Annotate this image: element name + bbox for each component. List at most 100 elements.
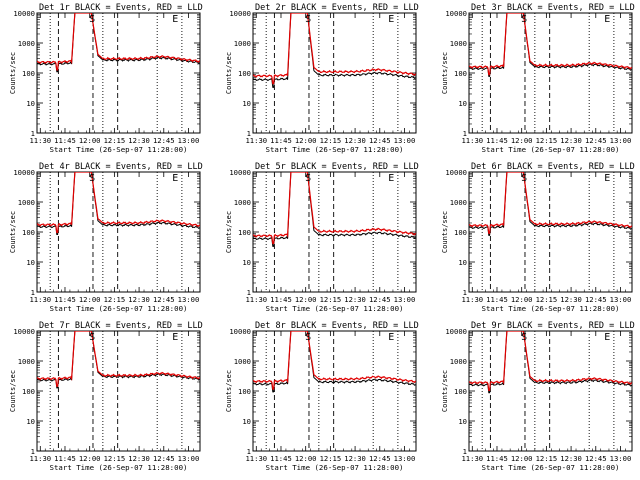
ytick-label: 10000 <box>13 168 35 177</box>
xtick-label: 13:00 <box>610 454 632 463</box>
ytick-label: 1 <box>247 447 251 456</box>
y-axis-label: Counts/sec <box>9 370 17 412</box>
series-line-events <box>469 13 632 77</box>
end-marker-e: E <box>604 14 610 25</box>
xtick-label: 12:15 <box>536 136 558 145</box>
ytick-label: 1 <box>463 288 467 297</box>
panel-5: Det 5r BLACK = Events, RED = LLD 1 10 100 10… <box>225 162 419 313</box>
ytick-label: 1000 <box>18 198 35 207</box>
ytick-label: 1 <box>31 447 35 456</box>
xtick-label: 11:45 <box>54 295 76 304</box>
y-axis-label: Counts/sec <box>225 52 233 94</box>
y-axis-label: Counts/sec <box>441 370 449 412</box>
series-line-events <box>37 172 200 235</box>
plot-frame <box>36 171 201 293</box>
series-group <box>469 331 632 394</box>
xtick-label: 11:45 <box>486 295 508 304</box>
series-group <box>253 172 416 247</box>
xtick-label: 12:30 <box>128 295 150 304</box>
xtick-label: 12:45 <box>369 454 391 463</box>
ytick-label: 100 <box>22 387 35 396</box>
plot-frame <box>468 171 633 293</box>
ytick-label: 100 <box>22 69 35 78</box>
series-line-lld <box>253 331 416 390</box>
series-group <box>37 13 200 73</box>
y-axis-label: Counts/sec <box>9 52 17 94</box>
start-marker-s: S <box>305 332 311 343</box>
ytick-label: 10 <box>26 258 35 267</box>
ytick-label: 100 <box>22 228 35 237</box>
start-marker-s: S <box>89 173 95 184</box>
panel-title: Det 2r BLACK = Events, RED = LLD <box>255 3 419 13</box>
panel-3: Det 3r BLACK = Events, RED = LLD 1 10 100 10… <box>441 3 635 154</box>
ytick-label: 10000 <box>229 327 251 336</box>
xtick-label: 12:15 <box>320 454 342 463</box>
xtick-label: 13:00 <box>394 454 416 463</box>
series-line-lld <box>37 331 200 387</box>
start-marker-s: S <box>521 332 527 343</box>
series-group <box>37 172 200 235</box>
ytick-label: 1 <box>463 129 467 138</box>
x-axis-label: Start Time (26-Sep-07 11:28:00) <box>266 463 404 472</box>
xtick-label: 12:00 <box>79 454 101 463</box>
ytick-label: 100 <box>454 69 467 78</box>
series-line-events <box>469 331 632 394</box>
ytick-label: 10 <box>26 99 35 108</box>
x-axis-label: Start Time (26-Sep-07 11:28:00) <box>482 145 620 154</box>
series-line-events <box>37 13 200 73</box>
xtick-label: 12:00 <box>79 136 101 145</box>
ytick-label: 10000 <box>229 168 251 177</box>
xtick-label: 11:30 <box>245 136 267 145</box>
panel-8: Det 8r BLACK = Events, RED = LLD 1 10 100 10… <box>225 321 419 472</box>
ytick-label: 10000 <box>445 168 467 177</box>
ytick-label: 10000 <box>445 327 467 336</box>
ytick-label: 1000 <box>234 357 251 366</box>
series-line-lld <box>253 172 416 245</box>
x-axis-label: Start Time (26-Sep-07 11:28:00) <box>266 304 404 313</box>
series-line-lld <box>469 331 632 391</box>
panel-6: Det 6r BLACK = Events, RED = LLD 1 10 100 10… <box>441 162 635 313</box>
ytick-label: 10 <box>458 99 467 108</box>
ytick-label: 100 <box>238 228 251 237</box>
xtick-label: 11:45 <box>270 454 292 463</box>
series-group <box>253 13 416 88</box>
series-line-events <box>469 172 632 236</box>
plot-frame <box>36 12 201 134</box>
series-line-lld <box>37 172 200 234</box>
y-axis-label: Counts/sec <box>441 211 449 253</box>
series-line-lld <box>469 172 632 234</box>
xtick-label: 12:30 <box>344 454 366 463</box>
xtick-label: 11:30 <box>461 295 483 304</box>
panel-title: Det 4r BLACK = Events, RED = LLD <box>39 162 203 172</box>
start-marker-s: S <box>89 332 95 343</box>
series-group <box>253 331 416 393</box>
start-marker-s: S <box>521 173 527 184</box>
xtick-label: 12:15 <box>104 136 126 145</box>
xtick-label: 12:45 <box>369 136 391 145</box>
end-marker-e: E <box>172 14 178 25</box>
start-marker-s: S <box>521 14 527 25</box>
xtick-label: 12:30 <box>344 295 366 304</box>
xtick-label: 11:30 <box>245 295 267 304</box>
panel-title: Det 1r BLACK = Events, RED = LLD <box>39 3 203 13</box>
panel-4: Det 4r BLACK = Events, RED = LLD 1 10 100 10… <box>9 162 203 313</box>
xtick-label: 13:00 <box>178 454 200 463</box>
series-line-lld <box>37 13 200 71</box>
xtick-label: 11:45 <box>54 136 76 145</box>
panel-2: Det 2r BLACK = Events, RED = LLD 1 10 100 10… <box>225 3 419 154</box>
xtick-label: 13:00 <box>394 136 416 145</box>
x-axis-label: Start Time (26-Sep-07 11:28:00) <box>266 145 404 154</box>
xtick-label: 11:45 <box>270 136 292 145</box>
xtick-label: 13:00 <box>610 136 632 145</box>
plot-frame <box>468 330 633 452</box>
ytick-label: 10 <box>242 99 251 108</box>
ytick-label: 100 <box>238 69 251 78</box>
end-marker-e: E <box>172 173 178 184</box>
panel-title: Det 9r BLACK = Events, RED = LLD <box>471 321 635 331</box>
xtick-label: 12:00 <box>511 295 533 304</box>
xtick-label: 12:15 <box>104 295 126 304</box>
ytick-label: 1 <box>31 288 35 297</box>
ytick-label: 1000 <box>234 198 251 207</box>
end-marker-e: E <box>604 173 610 184</box>
xtick-label: 11:30 <box>461 136 483 145</box>
